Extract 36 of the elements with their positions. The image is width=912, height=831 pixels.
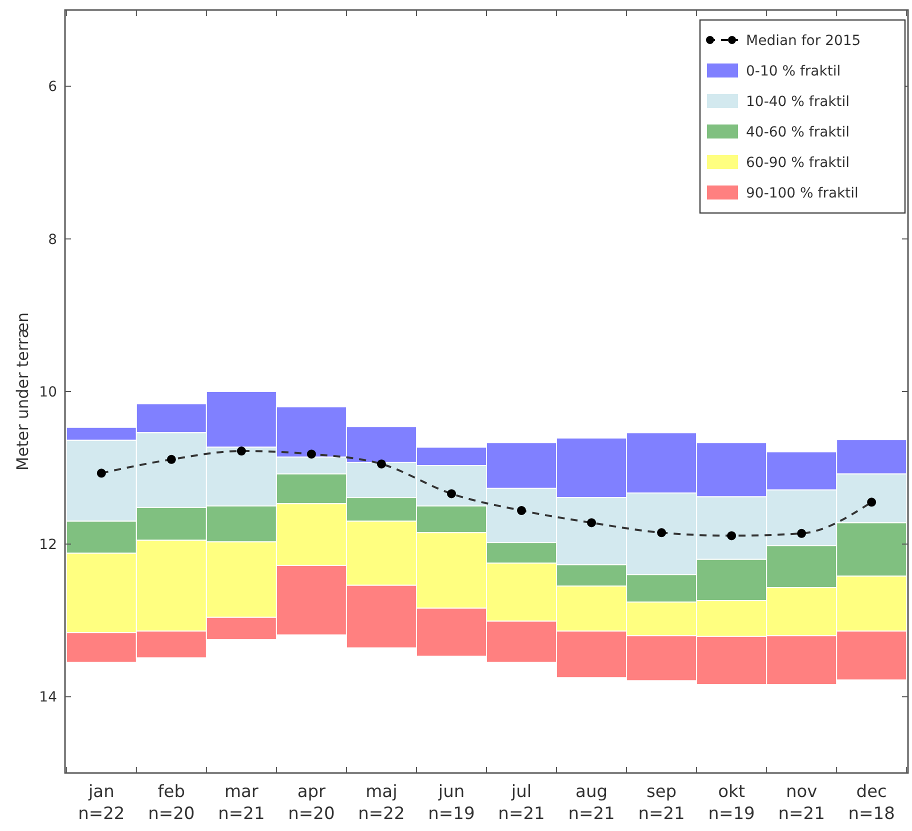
x-tick-label: jun n=19 bbox=[428, 782, 475, 824]
x-tick-label: mar n=21 bbox=[218, 782, 265, 824]
legend-label: 10-40 % fraktil bbox=[746, 94, 850, 110]
point bbox=[166, 454, 176, 464]
x-tick-label: okt n=19 bbox=[708, 782, 755, 824]
legend-label: 60-90 % fraktil bbox=[746, 154, 850, 171]
point bbox=[236, 446, 246, 456]
point bbox=[797, 528, 806, 538]
point bbox=[306, 450, 316, 459]
point bbox=[657, 528, 666, 538]
point bbox=[727, 531, 736, 540]
legend-label: 90-100 % fraktil bbox=[746, 185, 858, 202]
x-tick-label: sep n=21 bbox=[638, 782, 685, 824]
y-tick-label: 12 bbox=[39, 537, 57, 553]
point bbox=[96, 468, 106, 478]
y-tick-label: 14 bbox=[39, 690, 58, 706]
y-tick-label: 6 bbox=[48, 79, 58, 96]
point bbox=[867, 498, 876, 507]
point bbox=[446, 489, 456, 498]
x-tick-label: jul n=21 bbox=[498, 782, 545, 824]
point bbox=[517, 506, 526, 516]
x-tick-label: aug n=21 bbox=[568, 782, 615, 824]
legend-label: Median for 2015 bbox=[746, 32, 861, 49]
x-tick-label: apr n=20 bbox=[288, 782, 335, 824]
x-tick-label: maj n=22 bbox=[358, 782, 405, 824]
y-tick-label: 10 bbox=[39, 384, 57, 400]
point bbox=[587, 518, 596, 528]
legend-label: 0-10 % fraktil bbox=[746, 63, 841, 80]
x-tick-label: nov n=21 bbox=[778, 782, 825, 824]
legend-label: 40-60 % fraktil bbox=[746, 124, 850, 140]
x-tick-label: feb n=20 bbox=[148, 782, 195, 824]
y-tick-label: 8 bbox=[48, 232, 57, 248]
x-tick-label: dec n=18 bbox=[848, 782, 895, 824]
x-tick-label: jan n=22 bbox=[78, 782, 125, 824]
point bbox=[376, 459, 386, 468]
y-axis-title: Meter under terræn bbox=[13, 312, 32, 471]
